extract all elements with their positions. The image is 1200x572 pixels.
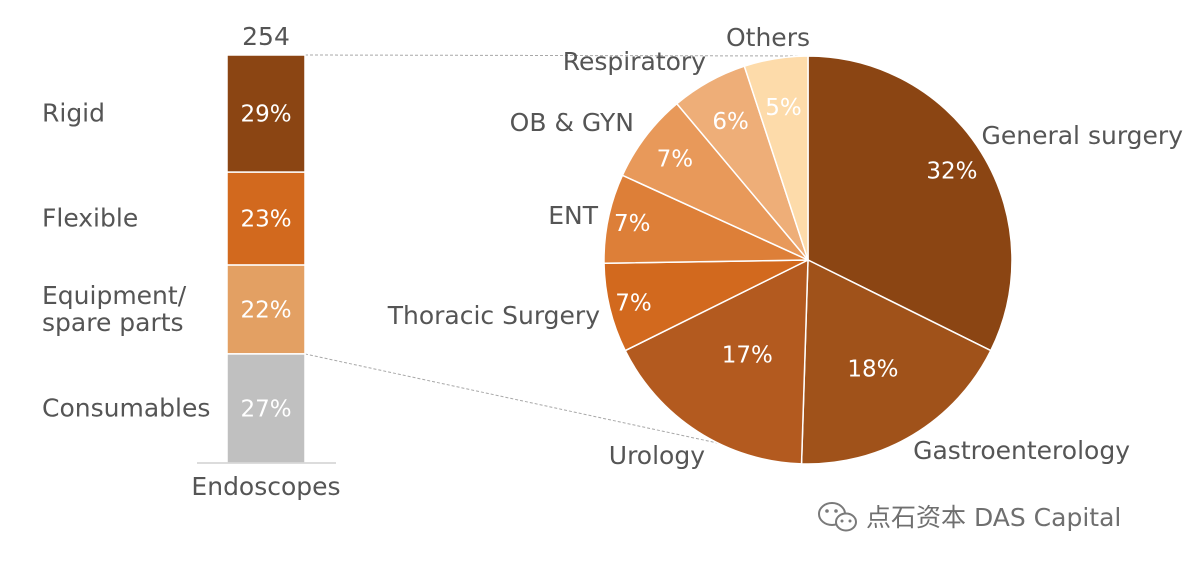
bar-segment-label: Consumables	[42, 393, 210, 422]
pie-slice-name-label: Others	[726, 23, 810, 52]
pie-slice-gastroenterology	[800, 258, 992, 465]
stacked-bar: 29% Rigid 23% Flexible 22% Equipment/spare pa…	[42, 54, 306, 464]
pie-slice-value-label: 6%	[712, 109, 749, 135]
bar-segment-value-label: 29%	[240, 102, 291, 128]
wechat-icon	[818, 502, 857, 532]
pie-slice-urology	[624, 258, 809, 465]
connector-lines	[304, 54, 809, 445]
connector-line-top	[304, 54, 809, 57]
pie-slice-value-label: 7%	[657, 147, 694, 173]
bar-segment-label: Rigid	[42, 99, 105, 128]
pie-slice-value-label: 32%	[926, 159, 977, 185]
pie-slice-name-label: Respiratory	[563, 47, 706, 76]
watermark-text: 点石资本 DAS Capital	[866, 503, 1121, 532]
pie-chart: 32%General surgery 18% Gastroenterology 17%…	[387, 23, 1183, 470]
bar-segment-value-label: 22%	[240, 297, 291, 323]
bar-total-label: 254	[242, 22, 290, 51]
bar-segment-consumables	[226, 353, 306, 464]
bar-segment-flexible	[226, 171, 306, 266]
pie-slice-value-label: 18%	[847, 357, 898, 383]
pie-slice-name-label: General surgery	[981, 121, 1183, 150]
pie-slice-others	[743, 55, 809, 261]
pie-slice-name-label: Thoracic Surgery	[387, 301, 600, 330]
pie-slice-name-label: ENT	[548, 201, 598, 230]
pie-slice-value-label: 17%	[722, 342, 773, 368]
pie-slice-name-label: Urology	[609, 441, 705, 470]
bar-segment-value-label: 23%	[240, 207, 291, 233]
bar-category-label: Endoscopes	[191, 472, 340, 501]
pie-slice-value-label: 7%	[614, 211, 651, 237]
pie-slice-name-label: Gastroenterology	[913, 436, 1130, 465]
pie-slice-value-label: 5%	[765, 95, 802, 121]
pie-slice-value-label: 7%	[615, 290, 652, 316]
bar-segment-label: Equipment/spare parts	[42, 281, 187, 337]
pie-slice-general-surgery	[807, 55, 1013, 352]
bar-segment-label: Flexible	[42, 204, 138, 233]
watermark: 点石资本 DAS Capital	[818, 502, 1121, 532]
bar-segment-value-label: 27%	[240, 396, 291, 422]
pie-slice-name-label: OB & GYN	[510, 108, 634, 137]
connector-line-bottom	[304, 353, 723, 445]
